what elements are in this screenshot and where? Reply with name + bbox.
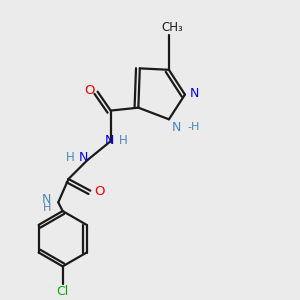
Text: Cl: Cl — [56, 286, 69, 298]
Text: -H: -H — [188, 122, 200, 133]
Text: N: N — [172, 121, 182, 134]
Text: N: N — [79, 151, 88, 164]
Text: H: H — [65, 151, 74, 164]
Text: N: N — [104, 134, 114, 147]
Text: O: O — [85, 84, 95, 97]
Text: N: N — [42, 193, 51, 206]
Text: O: O — [94, 185, 104, 198]
Text: N: N — [190, 87, 199, 100]
Text: H: H — [42, 202, 51, 212]
Text: CH₃: CH₃ — [161, 21, 183, 34]
Text: H: H — [119, 134, 128, 147]
